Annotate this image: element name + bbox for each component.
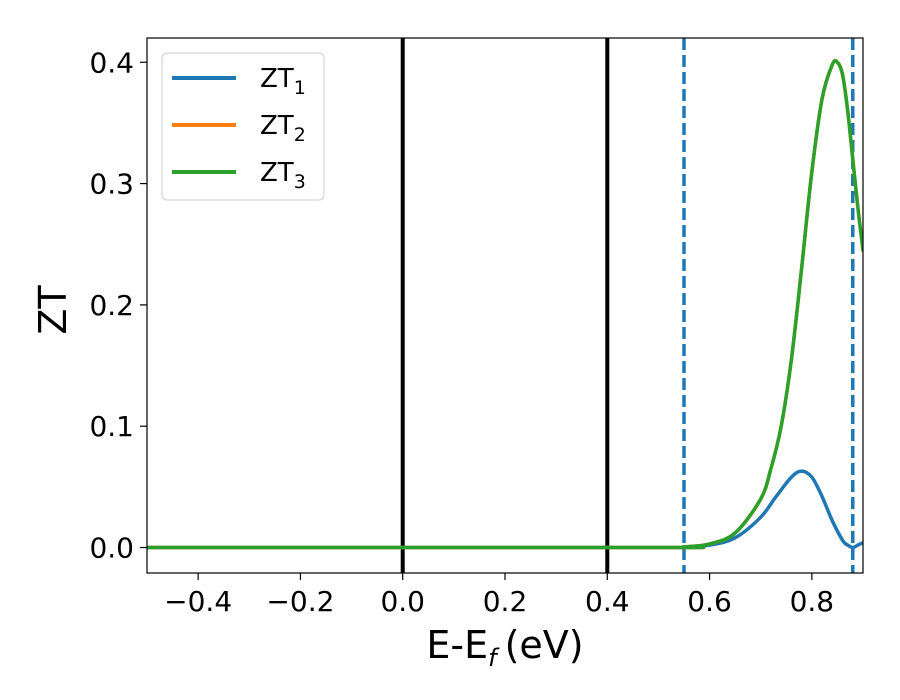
x-tick-label: 0.4 <box>585 585 630 618</box>
vertical-reference-lines <box>400 38 855 573</box>
y-axis-ticks: 0.0 0.1 0.2 0.3 0.4 <box>89 46 147 565</box>
y-tick-label: 0.2 <box>89 289 134 322</box>
y-tick-label: 0.4 <box>89 46 134 79</box>
x-tick-label: −0.4 <box>164 585 232 618</box>
x-axis-ticks: −0.4 −0.2 0.0 0.2 0.4 0.6 0.8 <box>164 573 834 618</box>
x-axis-label: E-Ef (eV) <box>426 623 583 672</box>
x-tick-label: 0.2 <box>483 585 528 618</box>
x-tick-label: 0.0 <box>380 585 425 618</box>
y-axis-label: ZT <box>31 285 75 335</box>
y-tick-label: 0.3 <box>89 168 134 201</box>
x-tick-label: −0.2 <box>266 585 334 618</box>
legend-label-zt2: ZT2 <box>260 111 306 146</box>
x-tick-label: 0.8 <box>790 585 835 618</box>
y-tick-label: 0.0 <box>89 532 134 565</box>
legend: ZT1 ZT2 ZT3 <box>161 52 325 201</box>
legend-label-zt1: ZT1 <box>260 64 306 99</box>
x-tick-label: 0.6 <box>687 585 732 618</box>
series-line-zt3 <box>147 58 863 550</box>
legend-box <box>161 52 325 201</box>
series-lines <box>147 58 863 550</box>
legend-label-zt3: ZT3 <box>260 158 306 193</box>
y-tick-label: 0.1 <box>89 410 134 443</box>
